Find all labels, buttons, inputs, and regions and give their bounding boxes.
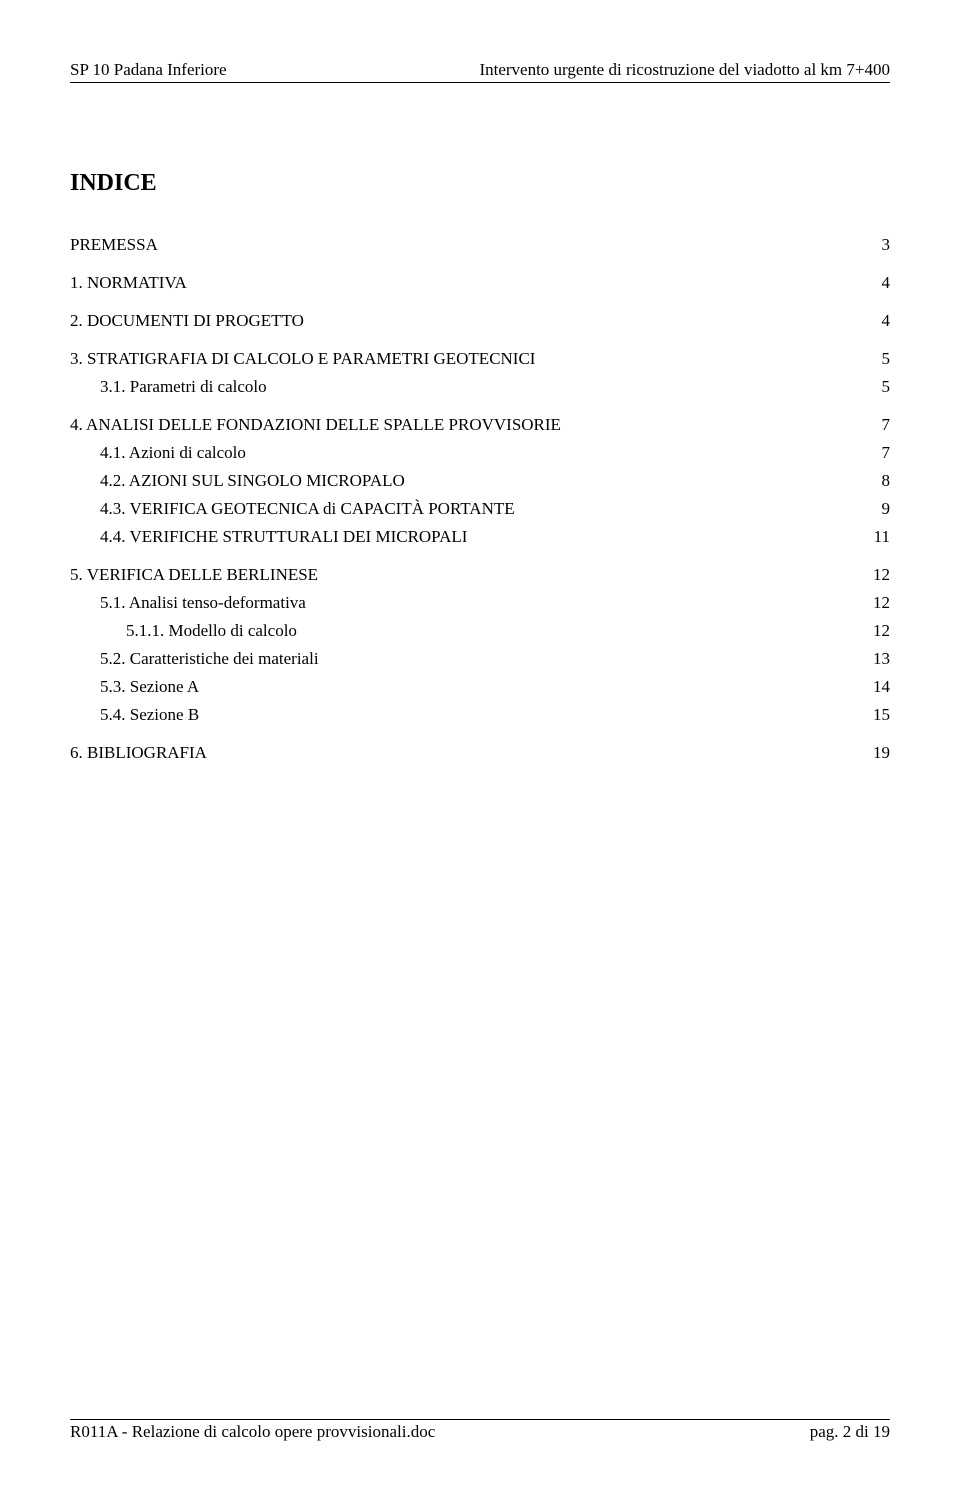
toc-page: 15 (873, 705, 890, 725)
toc-page: 3 (882, 235, 891, 255)
toc-label: 1. NORMATIVA (70, 273, 187, 293)
toc-label: 5.2. Caratteristiche dei materiali (100, 649, 319, 669)
toc-label: 2. DOCUMENTI DI PROGETTO (70, 311, 304, 331)
toc-row: 3.1. Parametri di calcolo 5 (100, 377, 890, 397)
toc-label: 4.3. VERIFICA GEOTECNICA di CAPACITÀ POR… (100, 499, 515, 519)
page-header: SP 10 Padana Inferiore Intervento urgent… (70, 60, 890, 83)
toc-row: 4. ANALISI DELLE FONDAZIONI DELLE SPALLE… (70, 415, 890, 435)
toc-label: 4.2. AZIONI SUL SINGOLO MICROPALO (100, 471, 405, 491)
toc-page: 9 (882, 499, 891, 519)
toc-row: 4.3. VERIFICA GEOTECNICA di CAPACITÀ POR… (100, 499, 890, 519)
toc-page: 11 (874, 527, 890, 547)
toc-page: 12 (873, 565, 890, 585)
toc-page: 8 (882, 471, 891, 491)
toc-label: 4. ANALISI DELLE FONDAZIONI DELLE SPALLE… (70, 415, 561, 435)
indice-title: INDICE (70, 170, 890, 197)
toc-row: 5.2. Caratteristiche dei materiali 13 (100, 649, 890, 669)
toc-label: 4.4. VERIFICHE STRUTTURALI DEI MICROPALI (100, 527, 467, 547)
toc-row: 5.1.1. Modello di calcolo 12 (126, 621, 890, 641)
toc-row: 6. BIBLIOGRAFIA 19 (70, 743, 890, 763)
header-left: SP 10 Padana Inferiore (70, 60, 227, 80)
toc-row: 4.2. AZIONI SUL SINGOLO MICROPALO 8 (100, 471, 890, 491)
toc-label: 5.1. Analisi tenso-deformativa (100, 593, 306, 613)
toc-row: 1. NORMATIVA 4 (70, 273, 890, 293)
page-footer: R011A - Relazione di calcolo opere provv… (70, 1419, 890, 1442)
toc-page: 7 (882, 415, 891, 435)
toc-row: PREMESSA 3 (70, 235, 890, 255)
toc-page: 5 (882, 377, 891, 397)
toc-page: 13 (873, 649, 890, 669)
toc-label: 4.1. Azioni di calcolo (100, 443, 246, 463)
toc-row: 5.3. Sezione A 14 (100, 677, 890, 697)
header-right: Intervento urgente di ricostruzione del … (479, 60, 890, 80)
toc-page: 12 (873, 621, 890, 641)
toc-row: 3. STRATIGRAFIA DI CALCOLO E PARAMETRI G… (70, 349, 890, 369)
toc-page: 19 (873, 743, 890, 763)
toc-row: 2. DOCUMENTI DI PROGETTO 4 (70, 311, 890, 331)
toc-label: 5.3. Sezione A (100, 677, 199, 697)
toc-label: 3. STRATIGRAFIA DI CALCOLO E PARAMETRI G… (70, 349, 535, 369)
footer-left: R011A - Relazione di calcolo opere provv… (70, 1422, 435, 1442)
toc-label: 5.1.1. Modello di calcolo (126, 621, 297, 641)
toc-row: 4.1. Azioni di calcolo 7 (100, 443, 890, 463)
toc-label: 3.1. Parametri di calcolo (100, 377, 267, 397)
toc-page: 4 (882, 311, 891, 331)
toc-page: 4 (882, 273, 891, 293)
toc-page: 7 (882, 443, 891, 463)
toc-row: 5. VERIFICA DELLE BERLINESE 12 (70, 565, 890, 585)
toc-page: 5 (882, 349, 891, 369)
toc-label: 6. BIBLIOGRAFIA (70, 743, 207, 763)
page-content: INDICE PREMESSA31. NORMATIVA42. DOCUMENT… (70, 170, 890, 771)
toc-row: 5.4. Sezione B 15 (100, 705, 890, 725)
toc-label: 5.4. Sezione B (100, 705, 199, 725)
toc-row: 4.4. VERIFICHE STRUTTURALI DEI MICROPALI… (100, 527, 890, 547)
footer-right: pag. 2 di 19 (810, 1422, 890, 1442)
toc-page: 14 (873, 677, 890, 697)
toc-label: PREMESSA (70, 235, 158, 255)
toc-row: 5.1. Analisi tenso-deformativa 12 (100, 593, 890, 613)
toc-page: 12 (873, 593, 890, 613)
toc-label: 5. VERIFICA DELLE BERLINESE (70, 565, 318, 585)
table-of-contents: PREMESSA31. NORMATIVA42. DOCUMENTI DI PR… (70, 235, 890, 763)
